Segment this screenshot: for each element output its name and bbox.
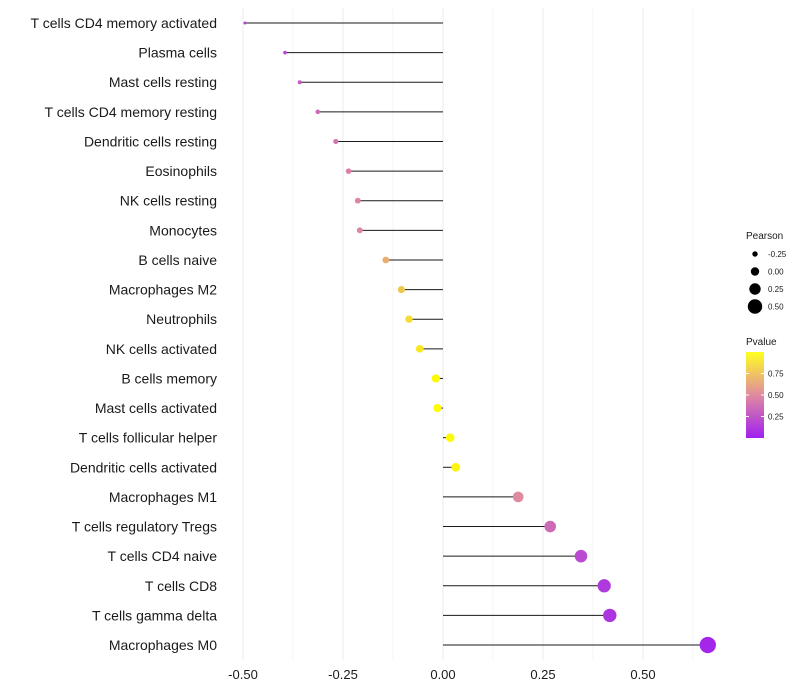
x-tick-label: -0.25 bbox=[328, 667, 358, 682]
dot bbox=[597, 579, 611, 593]
category-label: T cells gamma delta bbox=[92, 607, 217, 623]
category-labels: T cells CD4 memory activated Plasma cells… bbox=[31, 15, 218, 653]
dot bbox=[415, 344, 424, 353]
dot bbox=[356, 227, 363, 234]
color-legend-label: 0.75 bbox=[768, 370, 784, 379]
size-legend-label: 0.25 bbox=[768, 285, 784, 294]
dot bbox=[512, 491, 524, 503]
category-label: T cells CD4 memory activated bbox=[31, 15, 217, 31]
category-label: T cells regulatory Tregs bbox=[72, 519, 217, 535]
category-label: Plasma cells bbox=[138, 45, 217, 61]
size-legend-dot bbox=[747, 299, 763, 314]
size-legend-dot bbox=[750, 267, 760, 276]
x-axis: -0.50 -0.25 0.00 0.25 0.50 bbox=[228, 667, 655, 682]
category-label: T cells CD4 naive bbox=[108, 548, 218, 564]
category-label: T cells CD8 bbox=[145, 578, 217, 594]
size-legend-title: Pearson bbox=[746, 231, 783, 242]
category-label: NK cells activated bbox=[106, 341, 217, 357]
category-label: Neutrophils bbox=[146, 311, 217, 327]
size-legend-dot bbox=[749, 283, 761, 295]
dot bbox=[354, 197, 361, 204]
dot bbox=[603, 608, 617, 623]
size-legend-label: 0.00 bbox=[768, 268, 784, 277]
size-legend-dot bbox=[752, 251, 758, 257]
category-label: B cells naive bbox=[138, 252, 217, 268]
dot bbox=[315, 109, 321, 115]
color-legend-label: 0.25 bbox=[768, 413, 784, 422]
stems bbox=[245, 22, 708, 646]
category-label: Macrophages M1 bbox=[109, 489, 217, 505]
dot bbox=[405, 315, 413, 323]
dot bbox=[699, 636, 716, 654]
dot bbox=[544, 520, 557, 533]
category-label: Dendritic cells resting bbox=[84, 133, 217, 149]
dot bbox=[431, 374, 440, 383]
dot bbox=[433, 403, 442, 413]
legend: Pearson Pvalue -0.25 0.00 0.25 0.50 0.75 0.50… bbox=[746, 231, 787, 438]
color-legend-title: Pvalue bbox=[746, 337, 777, 348]
x-tick-label: 0.00 bbox=[430, 667, 455, 682]
x-tick-label: 0.25 bbox=[530, 667, 555, 682]
x-tick-label: -0.50 bbox=[228, 667, 258, 682]
dot bbox=[345, 168, 352, 174]
color-legend-bar bbox=[746, 352, 764, 438]
category-label: Dendritic cells activated bbox=[70, 459, 217, 475]
category-label: NK cells resting bbox=[120, 193, 217, 209]
category-label: T cells follicular helper bbox=[79, 430, 218, 446]
dot bbox=[445, 433, 455, 442]
dot bbox=[382, 256, 390, 264]
category-label: Macrophages M2 bbox=[109, 282, 217, 298]
dot bbox=[397, 286, 405, 294]
dot bbox=[297, 80, 302, 85]
category-label: B cells memory bbox=[121, 370, 217, 386]
dot bbox=[451, 462, 461, 472]
category-label: Monocytes bbox=[149, 222, 217, 238]
color-legend-label: 0.50 bbox=[768, 391, 784, 400]
category-label: Eosinophils bbox=[145, 163, 217, 179]
x-tick-label: 0.50 bbox=[630, 667, 655, 682]
category-label: Mast cells activated bbox=[95, 400, 217, 416]
category-label: T cells CD4 memory resting bbox=[45, 104, 217, 120]
size-legend-label: -0.25 bbox=[768, 250, 787, 259]
category-label: Macrophages M0 bbox=[109, 637, 217, 653]
dot bbox=[574, 549, 588, 563]
dot bbox=[333, 138, 339, 145]
category-label: Mast cells resting bbox=[109, 74, 217, 90]
grid bbox=[242, 8, 694, 660]
size-legend-label: 0.50 bbox=[768, 303, 784, 312]
dot bbox=[243, 21, 247, 25]
dots bbox=[243, 21, 716, 654]
dot bbox=[283, 50, 287, 55]
